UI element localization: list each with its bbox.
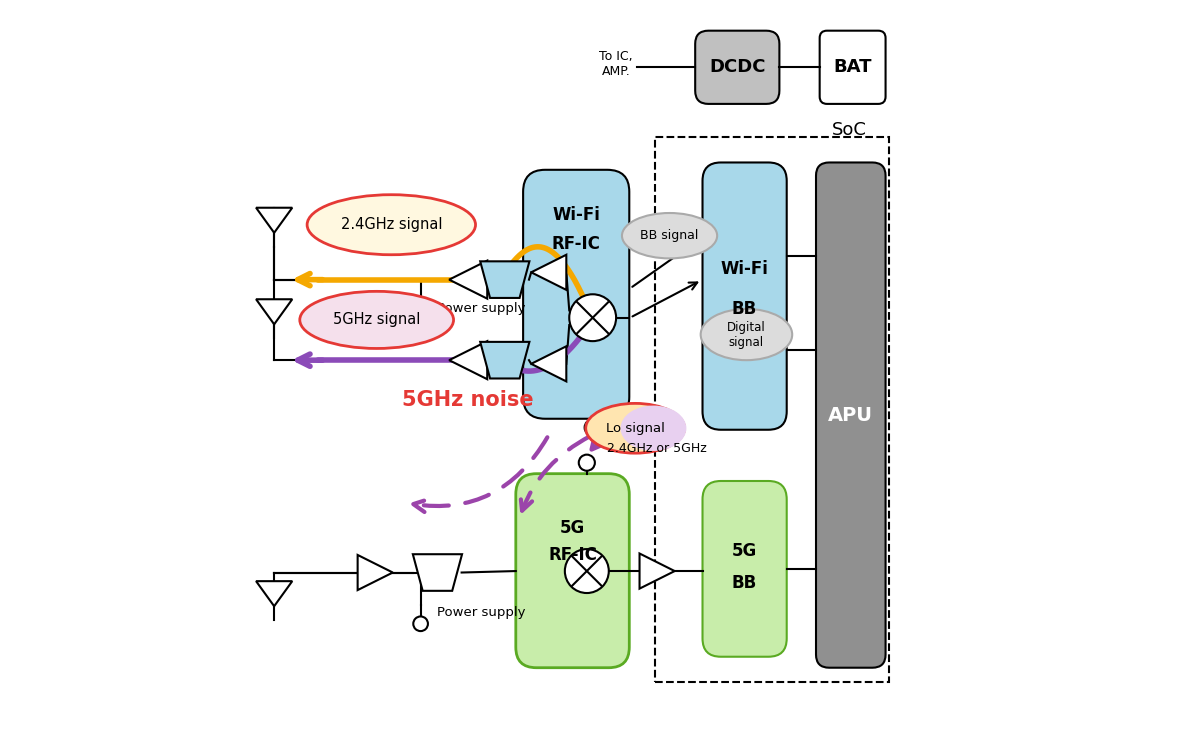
Ellipse shape [586,404,684,453]
Circle shape [578,455,595,470]
Text: Lo signal: Lo signal [606,422,665,435]
Text: 2.4GHz or 5GHz: 2.4GHz or 5GHz [607,442,707,454]
Text: APU: APU [828,406,874,425]
Polygon shape [640,553,674,589]
Circle shape [413,617,428,631]
Polygon shape [449,341,487,379]
Ellipse shape [622,213,718,259]
FancyBboxPatch shape [820,31,886,104]
FancyBboxPatch shape [816,162,886,667]
Polygon shape [358,555,392,590]
Polygon shape [256,581,293,606]
Text: 2.4GHz signal: 2.4GHz signal [341,218,442,232]
FancyBboxPatch shape [516,473,629,667]
Text: 5G: 5G [560,519,586,537]
Polygon shape [532,255,566,290]
Ellipse shape [701,309,792,360]
Text: DCDC: DCDC [709,58,766,76]
Text: BB: BB [732,574,757,592]
Polygon shape [256,208,293,233]
Text: BB: BB [732,301,757,318]
Text: 5G: 5G [732,542,757,560]
Polygon shape [532,346,566,381]
Text: 5GHz signal: 5GHz signal [332,312,420,327]
Text: Wi-Fi: Wi-Fi [552,206,600,223]
Polygon shape [449,261,487,298]
Text: Power supply: Power supply [437,606,526,620]
Text: 5GHz noise: 5GHz noise [402,390,534,410]
FancyBboxPatch shape [702,162,787,430]
Circle shape [565,549,608,593]
Bar [655,137,889,682]
Ellipse shape [620,406,686,451]
Polygon shape [480,262,529,298]
Text: BAT: BAT [833,58,872,76]
Text: To IC,
AMP.: To IC, AMP. [599,50,632,78]
Text: Wi-Fi: Wi-Fi [721,260,768,279]
Polygon shape [413,554,462,591]
Ellipse shape [300,291,454,348]
Polygon shape [256,299,293,324]
Circle shape [413,312,428,327]
Circle shape [569,294,616,341]
Text: RF-IC: RF-IC [548,546,596,564]
FancyBboxPatch shape [695,31,779,104]
Polygon shape [480,342,529,379]
FancyBboxPatch shape [523,170,629,419]
Text: RF-IC: RF-IC [552,235,601,254]
Ellipse shape [307,195,475,255]
Text: Power supply: Power supply [437,302,526,315]
Text: Digital
signal: Digital signal [727,320,766,348]
Text: SoC: SoC [832,121,866,138]
Circle shape [584,420,601,436]
FancyBboxPatch shape [702,481,787,657]
Text: BB signal: BB signal [641,229,698,243]
